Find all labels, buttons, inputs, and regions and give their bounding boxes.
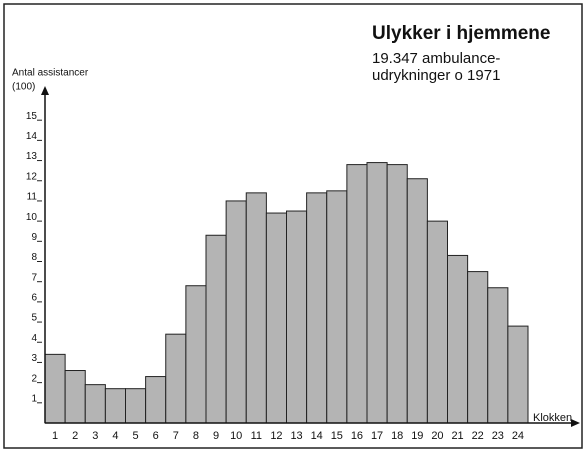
y-tick-label: 7: [31, 272, 37, 283]
y-tick-label: 8: [31, 252, 37, 263]
x-tick-label: 21: [451, 430, 463, 442]
x-tick-label: 19: [411, 430, 423, 442]
x-axis-label: Klokken: [533, 412, 572, 424]
x-tick-label: 11: [251, 430, 262, 442]
x-tick-label: 1: [52, 430, 58, 442]
bar: [326, 190, 348, 424]
bar: [64, 370, 86, 424]
x-tick-label: 18: [391, 430, 403, 442]
subtitle: 19.347 ambulance-: [372, 50, 500, 67]
bar: [185, 285, 207, 424]
x-tick-label: 23: [492, 430, 504, 442]
x-tick-label: 6: [153, 430, 159, 442]
bar: [386, 164, 408, 424]
y-tick-label: 13: [26, 151, 38, 162]
y-tick-label: 4: [31, 333, 37, 344]
bar: [406, 178, 428, 424]
y-axis-label: Antal assistancer: [12, 68, 89, 79]
x-tick-label: 5: [133, 430, 139, 442]
x-tick-label: 7: [173, 430, 179, 442]
bar: [265, 212, 287, 424]
y-tick-label: 6: [31, 293, 37, 304]
bar: [245, 192, 267, 424]
x-tick-label: 9: [213, 430, 219, 442]
y-axis-label: (100): [12, 82, 35, 93]
bar: [44, 353, 66, 424]
bar: [447, 254, 469, 424]
y-tick-label: 12: [26, 171, 38, 182]
bar: [426, 220, 448, 424]
chart-title: Ulykker i hjemmene: [372, 23, 550, 44]
x-tick-label: 10: [230, 430, 242, 442]
bar: [306, 192, 328, 424]
x-tick-label: 16: [351, 430, 363, 442]
bar: [205, 234, 227, 424]
bar: [467, 271, 489, 424]
bar: [507, 325, 529, 424]
y-tick-label: 9: [31, 232, 37, 243]
y-tick-label: 14: [26, 131, 38, 142]
bar: [286, 210, 308, 424]
x-tick-label: 8: [193, 430, 199, 442]
x-tick-label: 22: [472, 430, 484, 442]
y-tick-label: 2: [31, 373, 37, 384]
y-tick-label: 3: [31, 353, 37, 364]
y-axis-arrow: [41, 86, 49, 95]
subtitle: udrykninger o 1971: [372, 67, 500, 84]
y-tick-label: 10: [26, 212, 38, 223]
x-tick-label: 20: [431, 430, 443, 442]
bar: [84, 384, 106, 424]
bar: [346, 164, 368, 424]
bar: [125, 388, 147, 424]
x-tick-label: 14: [311, 430, 323, 442]
x-tick-label: 4: [112, 430, 118, 442]
y-tick-label: 5: [31, 313, 37, 324]
y-tick-label: 15: [26, 111, 38, 122]
x-tick-label: 12: [270, 430, 282, 442]
x-tick-label: 13: [290, 430, 302, 442]
x-tick-label: 2: [72, 430, 78, 442]
bar: [145, 376, 167, 424]
y-tick-label: 11: [27, 192, 38, 203]
bar: [165, 333, 187, 424]
bar: [104, 388, 126, 424]
x-axis-arrow: [571, 419, 580, 427]
bar: [487, 287, 509, 424]
x-tick-label: 15: [331, 430, 343, 442]
bar: [225, 200, 247, 424]
x-tick-label: 17: [371, 430, 383, 442]
bar: [366, 162, 388, 424]
y-tick-label: 1: [31, 393, 37, 404]
x-tick-label: 24: [512, 430, 524, 442]
x-tick-label: 3: [92, 430, 98, 442]
